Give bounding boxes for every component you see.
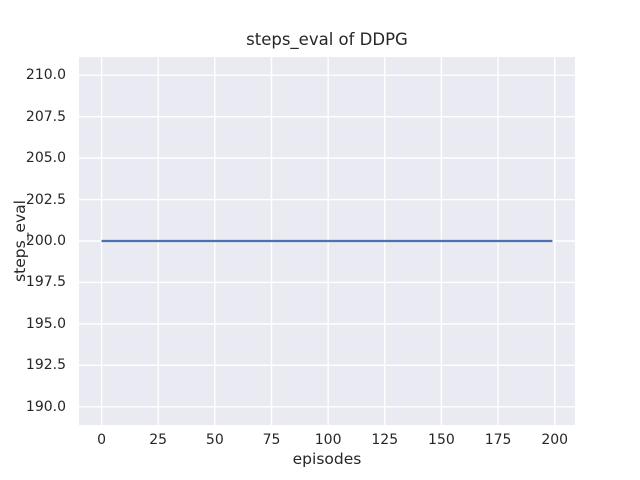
x-tick-label: 25 bbox=[149, 432, 168, 448]
x-tick-label: 75 bbox=[262, 432, 281, 448]
y-tick-label: 205.0 bbox=[25, 150, 66, 167]
y-tick-label: 195.0 bbox=[25, 315, 66, 332]
x-tick-label: 50 bbox=[205, 432, 224, 448]
chart-title: steps_eval of DDPG bbox=[246, 30, 408, 49]
y-tick-label: 207.5 bbox=[25, 108, 66, 125]
y-tick-label: 197.5 bbox=[25, 274, 66, 291]
x-tick-label: 175 bbox=[484, 432, 512, 448]
x-tick-label: 0 bbox=[97, 432, 106, 448]
chart-canvas bbox=[79, 57, 575, 425]
x-axis-label: episodes bbox=[292, 450, 362, 468]
y-tick-label: 202.5 bbox=[25, 191, 66, 208]
y-tick-label: 192.5 bbox=[25, 357, 66, 374]
x-tick-label: 150 bbox=[428, 432, 455, 448]
plot-area bbox=[79, 57, 575, 425]
y-tick-label: 200.0 bbox=[25, 233, 66, 249]
y-tick-label: 210.0 bbox=[25, 67, 66, 84]
x-tick-label: 200 bbox=[541, 432, 569, 448]
x-tick-label: 125 bbox=[371, 432, 399, 448]
x-tick-label: 100 bbox=[314, 432, 342, 448]
y-tick-label: 190.0 bbox=[25, 398, 66, 415]
